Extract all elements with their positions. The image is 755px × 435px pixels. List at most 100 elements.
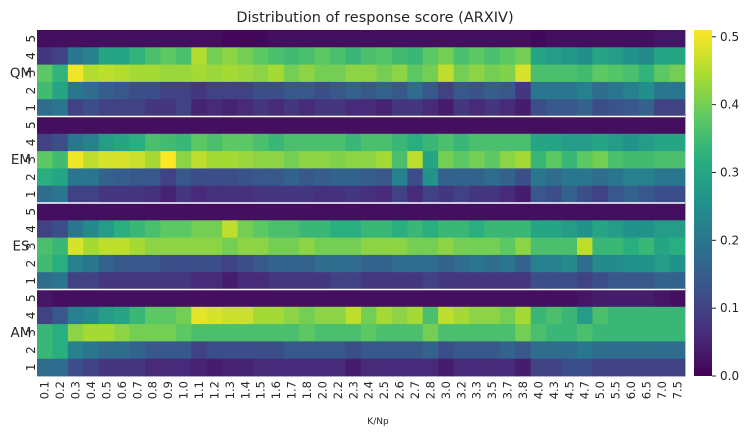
heatmap-cell-am-3-4.0 bbox=[530, 324, 547, 342]
heatmap-cell-am-5-2.4 bbox=[361, 289, 377, 308]
x-tick-6.5: 6.5 bbox=[639, 381, 653, 399]
heatmap-cell-em-3-4.3 bbox=[546, 151, 562, 169]
heatmap-cell-qm-3-0.8 bbox=[145, 64, 161, 83]
heatmap-cell-es-3-0.8 bbox=[145, 237, 161, 256]
heatmap-cell-es-3-3.0 bbox=[438, 237, 454, 256]
heatmap-cell-qm-4-3.2 bbox=[453, 47, 470, 65]
heatmap-cell-em-2-1.4 bbox=[237, 168, 254, 187]
heatmap-cell-em-1-7.5 bbox=[669, 185, 686, 204]
heatmap-cell-es-1-1.4 bbox=[237, 272, 254, 290]
heatmap-cell-qm-5-1.3 bbox=[222, 30, 238, 48]
heatmap-cell-qm-3-2.0 bbox=[314, 64, 331, 83]
heatmap-cell-qm-5-1.5 bbox=[253, 30, 269, 48]
heatmap-cell-am-3-3.2 bbox=[453, 324, 470, 342]
heatmap-cell-qm-5-1.8 bbox=[299, 30, 316, 48]
heatmap-cell-em-4-3.8 bbox=[515, 133, 532, 152]
heatmap-cell-em-1-1.0 bbox=[175, 185, 192, 204]
heatmap-cell-es-3-2.6 bbox=[391, 237, 408, 256]
heatmap-cell-qm-4-4.3 bbox=[546, 47, 562, 65]
heatmap-cell-em-2-4.5 bbox=[561, 168, 578, 187]
heatmap-cell-es-5-0.6 bbox=[114, 203, 130, 221]
heatmap-cell-em-1-2.8 bbox=[422, 185, 439, 204]
heatmap-cell-es-1-0.5 bbox=[98, 272, 115, 290]
heatmap-cell-es-1-3.7 bbox=[499, 272, 516, 290]
heatmap-cell-am-2-2.6 bbox=[391, 341, 408, 360]
heatmap-cell-qm-1-5.5 bbox=[607, 99, 624, 117]
heatmap-cell-em-5-1.2 bbox=[206, 116, 223, 135]
heatmap-cell-em-5-2.6 bbox=[391, 116, 408, 135]
heatmap-cell-em-3-2.3 bbox=[345, 151, 362, 169]
heatmap-cell-qm-3-2.6 bbox=[391, 64, 408, 83]
heatmap-cell-es-2-4.7 bbox=[577, 254, 593, 273]
heatmap-cell-qm-2-5.0 bbox=[592, 81, 609, 100]
heatmap-cell-em-4-3.7 bbox=[499, 133, 516, 152]
heatmap-cell-es-5-0.8 bbox=[145, 203, 161, 221]
heatmap-cell-em-5-2.0 bbox=[314, 116, 331, 135]
heatmap-cell-am-2-2.3 bbox=[345, 341, 362, 360]
heatmap-cell-em-3-0.2 bbox=[52, 151, 69, 169]
heatmap-cell-qm-2-0.4 bbox=[83, 81, 100, 100]
heatmap-cell-am-5-5.5 bbox=[607, 289, 624, 308]
x-tick-0.9: 0.9 bbox=[161, 381, 175, 399]
heatmap-cell-qm-5-4.3 bbox=[546, 30, 562, 48]
heatmap-cell-qm-1-0.2 bbox=[52, 99, 69, 117]
heatmap-cell-am-3-2.6 bbox=[391, 324, 408, 342]
heatmap-cell-am-5-6.5 bbox=[638, 289, 655, 308]
heatmap-cell-es-5-3.5 bbox=[484, 203, 501, 221]
heatmap-cell-qm-2-2.6 bbox=[391, 81, 408, 100]
heatmap-cell-qm-1-3.0 bbox=[438, 99, 454, 117]
heatmap-cell-qm-4-3.5 bbox=[484, 47, 501, 65]
heatmap-cell-es-2-1.7 bbox=[283, 254, 300, 273]
heatmap-cell-qm-4-0.8 bbox=[145, 47, 161, 65]
heatmap-cell-am-2-6.0 bbox=[623, 341, 640, 360]
heatmap-cell-qm-3-3.3 bbox=[469, 64, 485, 83]
heatmap-cell-es-4-0.4 bbox=[83, 220, 100, 238]
heatmap-cell-em-4-5.0 bbox=[592, 133, 609, 152]
heatmap-cell-qm-3-2.8 bbox=[422, 64, 439, 83]
x-axis-label: K/Np bbox=[367, 417, 389, 427]
heatmap-cell-am-5-1.5 bbox=[253, 289, 269, 308]
heatmap-cell-qm-2-1.0 bbox=[175, 81, 192, 100]
heatmap-cell-am-4-3.8 bbox=[515, 306, 532, 325]
heatmap-cell-qm-5-1.7 bbox=[283, 30, 300, 48]
heatmap-cell-qm-1-3.3 bbox=[469, 99, 485, 117]
heatmap-cell-qm-1-0.7 bbox=[129, 99, 146, 117]
heatmap-cell-am-3-1.6 bbox=[268, 324, 285, 342]
heatmap-cell-qm-4-6.5 bbox=[638, 47, 655, 65]
heatmap-cell-es-4-1.8 bbox=[299, 220, 316, 238]
heatmap-cell-es-4-5.0 bbox=[592, 220, 609, 238]
heatmap-cell-es-3-1.1 bbox=[191, 237, 208, 256]
heatmap-cell-am-5-1.4 bbox=[237, 289, 254, 308]
heatmap-cell-es-3-0.2 bbox=[52, 237, 69, 256]
heatmap-cell-es-2-4.3 bbox=[546, 254, 562, 273]
heatmap-cell-es-2-0.4 bbox=[83, 254, 100, 273]
heatmap-cell-em-3-2.5 bbox=[376, 151, 393, 169]
x-tick-1.1: 1.1 bbox=[192, 381, 206, 399]
x-tick-5.0: 5.0 bbox=[593, 381, 607, 399]
heatmap-cell-am-4-6.5 bbox=[638, 306, 655, 325]
heatmap-cell-am-4-4.3 bbox=[546, 306, 562, 325]
y-tick-qm-2: 2 bbox=[24, 87, 38, 95]
heatmap-cell-qm-5-3.5 bbox=[484, 30, 501, 48]
heatmap-cell-em-4-1.4 bbox=[237, 133, 254, 152]
heatmap-cell-es-5-0.7 bbox=[129, 203, 146, 221]
heatmap-cell-em-5-4.7 bbox=[577, 116, 593, 135]
y-tick-am-3: 3 bbox=[24, 329, 38, 337]
heatmap-cell-am-1-3.7 bbox=[499, 358, 516, 377]
y-tick-es-3: 3 bbox=[24, 242, 38, 250]
heatmap-cell-am-1-0.7 bbox=[129, 358, 146, 377]
heatmap-cell-am-2-3.3 bbox=[469, 341, 485, 360]
heatmap-cell-es-5-3.0 bbox=[438, 203, 454, 221]
heatmap-cell-em-4-4.5 bbox=[561, 133, 578, 152]
heatmap-cell-em-4-3.5 bbox=[484, 133, 501, 152]
heatmap-cell-am-1-0.8 bbox=[145, 358, 161, 377]
heatmap-cell-es-4-4.5 bbox=[561, 220, 578, 238]
heatmap-cell-em-5-2.5 bbox=[376, 116, 393, 135]
heatmap-cell-qm-5-0.4 bbox=[83, 30, 100, 48]
heatmap-cell-qm-4-1.3 bbox=[222, 47, 238, 65]
heatmap-cell-es-3-0.9 bbox=[160, 237, 177, 256]
heatmap-cell-es-5-3.7 bbox=[499, 203, 516, 221]
heatmap-cell-es-3-4.0 bbox=[530, 237, 547, 256]
heatmap-cell-em-2-1.6 bbox=[268, 168, 285, 187]
heatmap-cell-em-5-0.3 bbox=[67, 116, 84, 135]
